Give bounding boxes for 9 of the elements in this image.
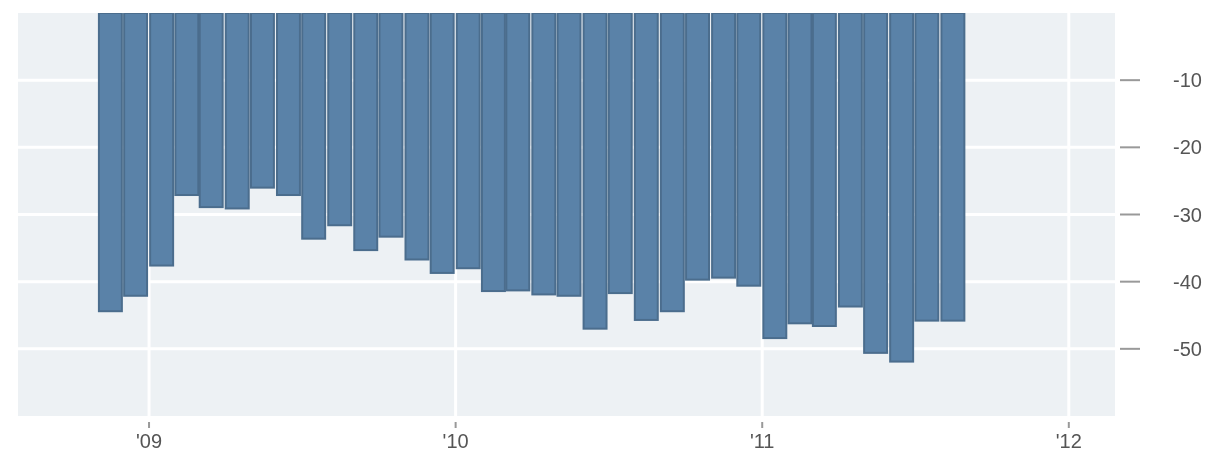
x-tick-label: '10 <box>442 430 469 452</box>
y-tick-label: -40 <box>1173 270 1202 293</box>
x-tick-label: '09 <box>136 430 163 452</box>
x-tick-label: '12 <box>1055 430 1082 452</box>
y-tick-label: -30 <box>1173 203 1202 226</box>
y-tick-label: -50 <box>1173 337 1202 360</box>
y-tick-label: -20 <box>1173 136 1202 159</box>
x-tick-label: '11 <box>749 430 775 452</box>
y-tick-label: -10 <box>1173 69 1202 92</box>
